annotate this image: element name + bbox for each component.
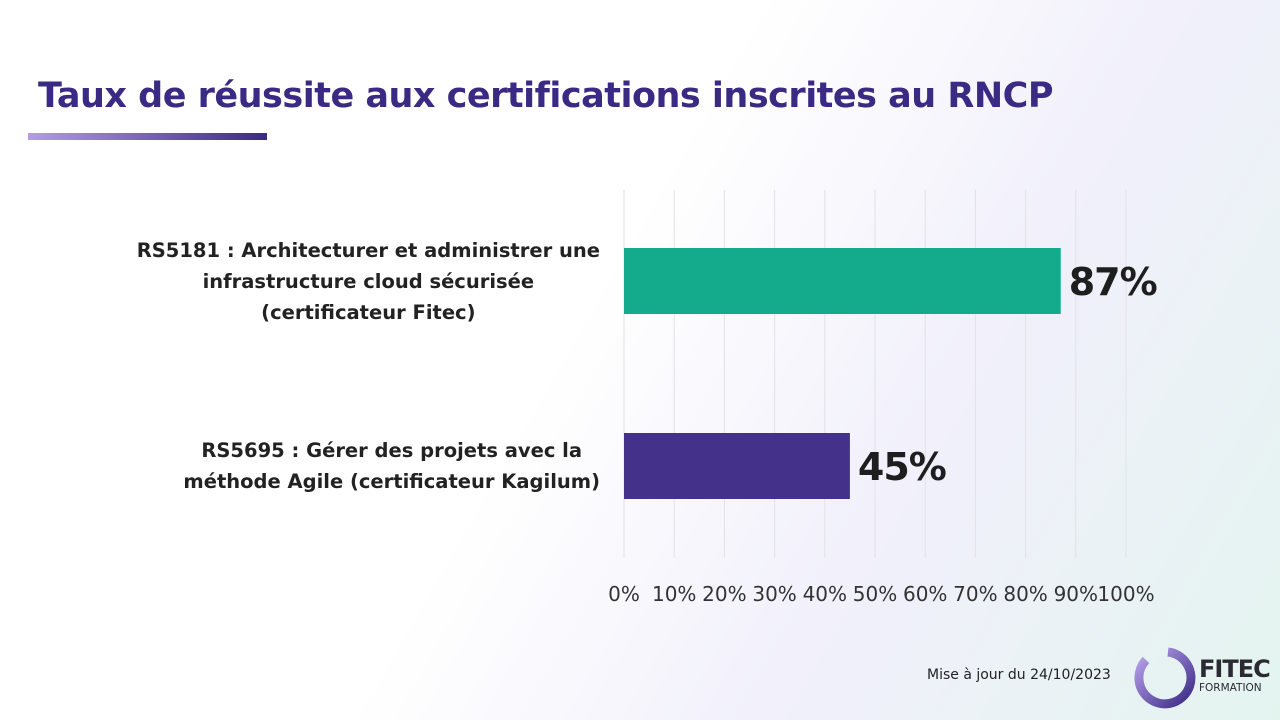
category-label-line: RS5181 : Architecturer et administrer un… [136, 238, 600, 262]
x-tick-label: 40% [803, 582, 847, 606]
update-date: Mise à jour du 24/10/2023 [927, 667, 1111, 683]
x-tick-label: 10% [652, 582, 696, 606]
category-label: RS5695 : Gérer des projets avec la méthod… [183, 435, 600, 497]
x-tick-label: 0% [608, 582, 640, 606]
x-tick-label: 20% [702, 582, 746, 606]
x-tick-label: 70% [953, 582, 997, 606]
bar [624, 248, 1061, 314]
category-label-line: (certificateur Fitec) [261, 300, 476, 324]
x-tick-label: 50% [853, 582, 897, 606]
bar [624, 433, 850, 499]
data-label: 87% [1069, 260, 1157, 304]
category-label: RS5181 : Architecturer et administrer un… [137, 235, 600, 328]
x-tick-label: 80% [1003, 582, 1047, 606]
category-label-line: infrastructure cloud sécurisée [202, 269, 535, 293]
x-tick-label: 60% [903, 582, 947, 606]
category-label-line: méthode Agile (certificateur Kagilum) [183, 470, 600, 493]
title-underline [28, 133, 267, 140]
x-tick-label: 30% [752, 582, 796, 606]
fitec-logo-icon [1134, 647, 1196, 709]
category-label-line: RS5695 : Gérer des projets avec la [201, 439, 583, 462]
data-label: 45% [858, 445, 946, 489]
chart-title: Taux de réussite aux certifications insc… [38, 76, 1053, 116]
logo-name: FITEC [1199, 655, 1271, 683]
x-tick-label: 100% [1097, 582, 1154, 606]
logo-subtitle: FORMATION [1199, 682, 1262, 694]
x-tick-label: 90% [1054, 582, 1098, 606]
